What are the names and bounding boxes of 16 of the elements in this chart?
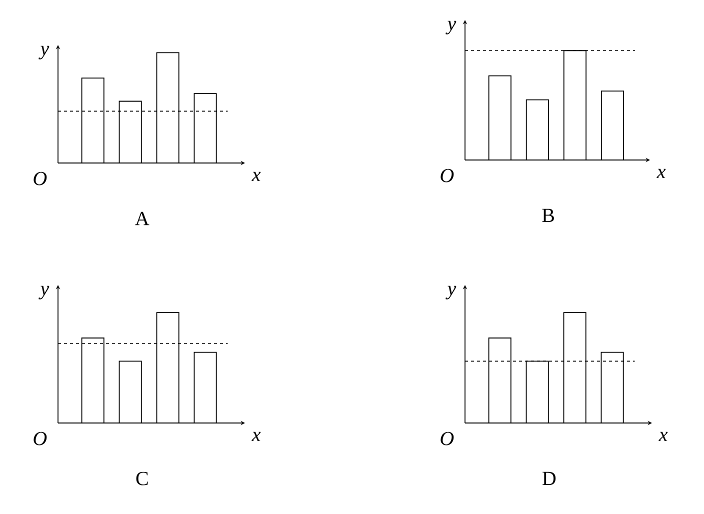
y-axis-title: y (38, 286, 50, 300)
text: O (440, 168, 454, 182)
text: O (34, 172, 47, 186)
x-axis-title: x (252, 432, 261, 442)
x-axis-title: x (658, 432, 668, 442)
text: O (34, 432, 47, 446)
y-axis-title: y (38, 46, 50, 60)
x-axis-title: x (656, 168, 666, 178)
text: D (542, 472, 556, 485)
text: O (440, 432, 454, 446)
text: C (136, 472, 148, 486)
x-axis-title: x (252, 172, 261, 182)
text: A (135, 212, 150, 226)
y-axis-title: y (446, 286, 456, 300)
text: B (542, 208, 554, 222)
y-axis-title: y (446, 20, 456, 34)
